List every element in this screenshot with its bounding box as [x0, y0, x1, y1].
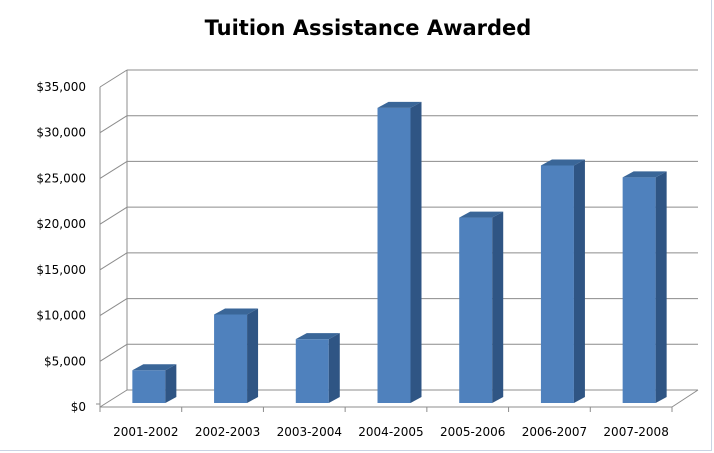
gridline-side	[99, 298, 128, 316]
bar	[214, 308, 259, 403]
x-tick-label: 2006-2007	[522, 425, 587, 439]
bar-front	[540, 165, 574, 403]
y-tick-label: $25,000	[36, 171, 86, 185]
bar-top	[622, 171, 667, 178]
bar	[132, 364, 177, 403]
x-tick-label: 2007-2008	[603, 425, 668, 439]
y-tick-label: $0	[71, 400, 86, 414]
gridline-side	[99, 343, 128, 362]
gridline-side	[99, 206, 128, 225]
y-tick-label: $10,000	[36, 309, 86, 323]
y-axis-tick-labels: $0 $5,000 $10,000 $15,000 $20,000 $25,000 $30,…	[36, 80, 86, 414]
bar	[622, 171, 667, 403]
bar-front	[622, 177, 656, 403]
bar-top	[132, 364, 177, 371]
bar	[377, 101, 422, 403]
bar-front	[132, 370, 166, 403]
x-tick-label: 2001-2002	[113, 425, 178, 439]
bar-top	[377, 101, 422, 108]
bar-side	[328, 333, 340, 403]
x-axis-tick-labels: 2001-2002 2002-2003 2003-2004 2004-2005 2005…	[113, 425, 669, 439]
bar	[540, 159, 585, 403]
bar-front	[214, 314, 248, 403]
y-tick-label: $20,000	[36, 217, 86, 231]
bar-side	[165, 364, 177, 403]
bar	[295, 333, 340, 403]
y-tick-label: $5,000	[44, 354, 86, 368]
bar-side	[492, 211, 504, 403]
bar	[459, 211, 504, 403]
bar-front	[377, 107, 411, 403]
bar-side	[410, 101, 422, 403]
x-tick-label: 2004-2005	[358, 425, 423, 439]
gridline-side	[99, 389, 128, 408]
bars	[132, 101, 667, 403]
gridline-side	[99, 252, 128, 271]
x-tick-label: 2003-2004	[277, 425, 342, 439]
bar-side	[573, 159, 585, 403]
floor-right-edge	[671, 389, 699, 408]
y-tick-label: $35,000	[36, 80, 86, 94]
gridline-side	[99, 115, 128, 134]
y-tick-label: $15,000	[36, 263, 86, 277]
bar-top	[540, 159, 585, 166]
bar-front	[295, 339, 329, 403]
gridline-side	[99, 161, 128, 179]
bar-top	[214, 308, 259, 315]
chart-title: Tuition Assistance Awarded	[204, 16, 532, 40]
x-tick-label: 2005-2006	[440, 425, 505, 439]
gridline-side	[99, 69, 128, 88]
y-tick-label: $30,000	[36, 126, 86, 140]
axes	[96, 70, 699, 412]
bar-side	[655, 171, 667, 403]
bar-side	[247, 308, 259, 403]
x-tick-label: 2002-2003	[195, 425, 260, 439]
bar-front	[459, 217, 493, 403]
bar-top	[295, 333, 340, 340]
bar-top	[459, 211, 504, 218]
